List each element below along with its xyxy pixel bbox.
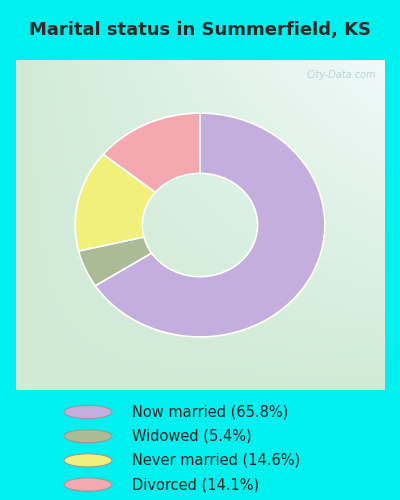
Text: Now married (65.8%): Now married (65.8%) bbox=[132, 404, 288, 419]
Circle shape bbox=[64, 406, 112, 418]
Text: Marital status in Summerfield, KS: Marital status in Summerfield, KS bbox=[29, 21, 371, 39]
Circle shape bbox=[64, 454, 112, 467]
Text: City-Data.com: City-Data.com bbox=[307, 70, 377, 80]
Wedge shape bbox=[79, 237, 152, 286]
Wedge shape bbox=[103, 113, 200, 192]
Wedge shape bbox=[75, 154, 155, 251]
Text: Never married (14.6%): Never married (14.6%) bbox=[132, 453, 300, 468]
Text: Divorced (14.1%): Divorced (14.1%) bbox=[132, 477, 259, 492]
Circle shape bbox=[64, 478, 112, 491]
Wedge shape bbox=[95, 113, 325, 337]
Text: Widowed (5.4%): Widowed (5.4%) bbox=[132, 428, 252, 444]
Circle shape bbox=[64, 430, 112, 443]
